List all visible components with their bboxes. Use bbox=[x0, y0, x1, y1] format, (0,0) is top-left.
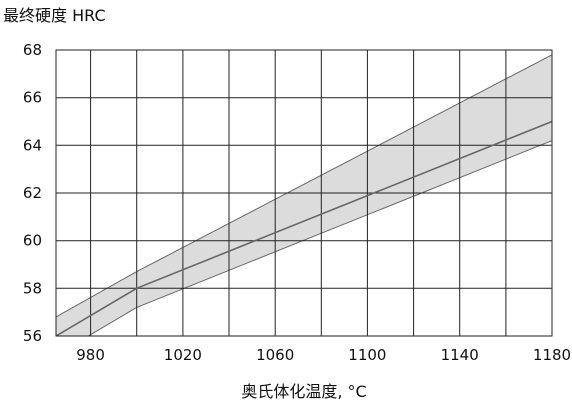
y-tick-label: 64 bbox=[23, 136, 42, 154]
band-lower-edge bbox=[56, 141, 552, 356]
x-tick-labels: 980 1020 1060 1100 1140 1180 bbox=[76, 346, 571, 364]
y-axis-title: 最终硬度 HRC bbox=[3, 6, 106, 25]
confidence-band bbox=[56, 55, 552, 355]
band-fill bbox=[56, 55, 552, 355]
y-tick-label: 62 bbox=[23, 184, 42, 202]
x-tick-label: 1060 bbox=[256, 346, 294, 364]
y-tick-label: 68 bbox=[23, 41, 42, 59]
x-axis-title: 奥氏体化温度, °C bbox=[241, 382, 366, 401]
x-tick-label: 1140 bbox=[441, 346, 479, 364]
x-tick-label: 980 bbox=[76, 346, 105, 364]
x-tick-label: 1180 bbox=[533, 346, 571, 364]
y-tick-labels: 56 58 60 62 64 66 68 bbox=[23, 41, 42, 345]
y-tick-label: 58 bbox=[23, 279, 42, 297]
x-tick-label: 1020 bbox=[164, 346, 202, 364]
y-tick-label: 60 bbox=[23, 232, 42, 250]
x-tick-label: 1100 bbox=[348, 346, 386, 364]
y-tick-label: 66 bbox=[23, 89, 42, 107]
y-tick-label: 56 bbox=[23, 327, 42, 345]
